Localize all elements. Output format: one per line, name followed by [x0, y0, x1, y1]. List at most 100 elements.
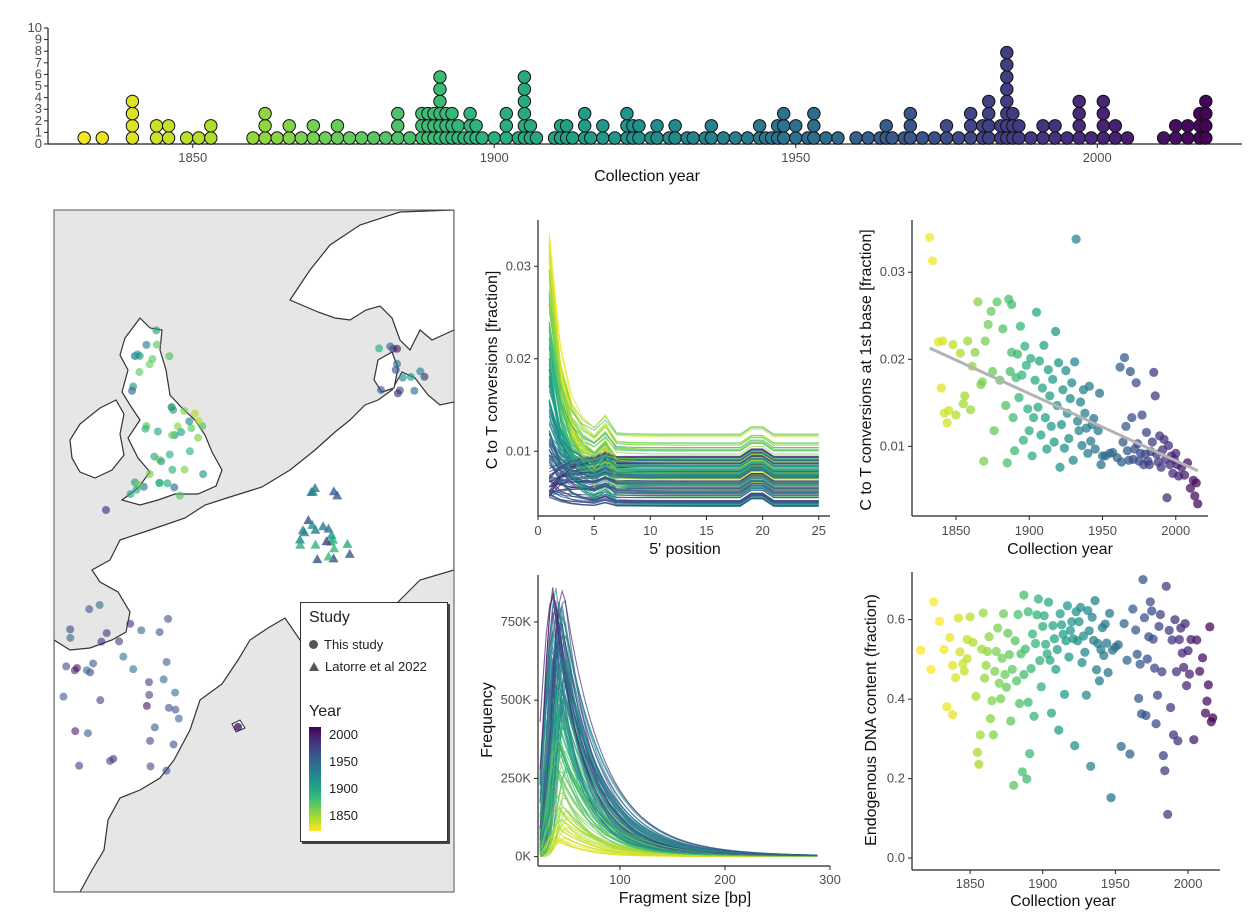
dot-mark [192, 131, 206, 145]
damage-series-line [548, 364, 819, 502]
x-tick-label: 1850 [178, 150, 207, 165]
dot-mark [951, 131, 966, 145]
dot-mark [584, 131, 598, 145]
ctfirst-point [1156, 462, 1166, 472]
map-point-this-study [194, 433, 203, 442]
ctfirst-point [1172, 460, 1182, 470]
fragment-series-line [539, 738, 818, 857]
x-tick-label: 100 [609, 872, 631, 887]
damage-series-line [548, 347, 819, 449]
dot-mark [517, 82, 532, 96]
damage-series-line [548, 255, 819, 469]
ctfirst-point [1053, 358, 1064, 368]
damage-series-line [548, 459, 819, 493]
fragment-series-line [539, 611, 818, 857]
map-point-latorre [329, 543, 340, 553]
dot-mark [125, 131, 140, 145]
ctfirst-point [1100, 451, 1111, 461]
fragment-series-line [539, 608, 818, 856]
ctfirst-point [1115, 362, 1125, 372]
damage-series-line [548, 338, 819, 494]
damage-series-line [548, 415, 819, 480]
ctfirst-point [1131, 378, 1141, 388]
endo-point [958, 659, 968, 669]
fragment-series-line [539, 660, 818, 857]
y-tick-label: 7 [35, 55, 42, 70]
endo-point [996, 694, 1006, 704]
dot-mark [403, 131, 417, 145]
map-point-this-study [164, 614, 173, 623]
damage-series-line [548, 493, 819, 507]
fragment-series-line [539, 758, 818, 857]
endo-point [1177, 648, 1187, 658]
dot-mark [1000, 82, 1014, 96]
endo-point [1097, 623, 1107, 633]
dot-mark [1012, 119, 1026, 133]
fragment-series-line [539, 613, 818, 857]
dot-mark [686, 131, 700, 145]
dot-mark [668, 131, 682, 145]
damage-series-line [548, 237, 819, 481]
fragment-series-line [539, 726, 818, 857]
endo-point [1179, 662, 1189, 672]
dot-mark [982, 94, 996, 109]
fragment-series-line [539, 666, 818, 857]
dot-mark [1000, 94, 1014, 109]
damage-series-line [548, 441, 819, 467]
endo-point [1039, 611, 1049, 621]
fragment-series-line [539, 771, 818, 857]
dot-mark [1024, 131, 1038, 145]
damage-series-line [548, 386, 819, 466]
fragment-series-line [539, 693, 818, 857]
ctfirst-point [1086, 436, 1096, 446]
endo-point [1070, 741, 1080, 751]
damage-series-line [548, 368, 819, 503]
endo-point [1071, 607, 1081, 617]
ctfirst-point [1033, 402, 1043, 412]
endo-point [1096, 644, 1106, 655]
ctfirst-point [1045, 391, 1055, 401]
map-point-this-study [133, 350, 142, 359]
map-point-this-study [82, 666, 91, 675]
fragment-series-line [539, 837, 818, 858]
endo-point [1029, 711, 1039, 721]
endo-point [1184, 669, 1195, 679]
map-point-latorre [295, 534, 306, 544]
endo-x-label: Collection year [1010, 893, 1117, 910]
endo-point [948, 660, 958, 670]
dot-mark [204, 119, 218, 133]
dot-mark [668, 119, 682, 133]
dot-mark [776, 119, 791, 133]
damage-series-line [548, 458, 819, 475]
endo-point [987, 696, 997, 706]
endo-point [1192, 635, 1202, 645]
dot-mark [433, 82, 447, 96]
damage-series-line [548, 423, 819, 478]
map-point-this-study [119, 652, 128, 661]
fragment-series-line [539, 682, 818, 857]
map-point-latorre [307, 486, 318, 496]
ctfirst-point [1127, 413, 1137, 423]
damage-series-line [549, 494, 819, 503]
endo-point [929, 597, 939, 607]
ctfirst-point [942, 418, 952, 428]
endo-point [1141, 710, 1151, 721]
ctfirst-point [1169, 454, 1179, 465]
endo-point [1186, 634, 1196, 645]
map-point-this-study [102, 506, 110, 514]
ctfirst-point [1171, 448, 1181, 458]
dot-mark [1048, 131, 1062, 145]
damage-series-line [548, 464, 819, 483]
damage-series-line [548, 468, 819, 488]
ctfirst-point [1083, 448, 1093, 458]
endo-point [1170, 615, 1180, 625]
dot-mark [1199, 106, 1213, 121]
dot-mark [517, 94, 532, 109]
endo-point [1174, 634, 1184, 645]
dot-mark [1181, 131, 1195, 145]
dot-mark [807, 106, 821, 121]
fragment-series-line [539, 768, 818, 857]
damage-series-line [548, 445, 819, 479]
fragment-series-line [539, 589, 818, 856]
ctfirst-point [1090, 444, 1100, 454]
